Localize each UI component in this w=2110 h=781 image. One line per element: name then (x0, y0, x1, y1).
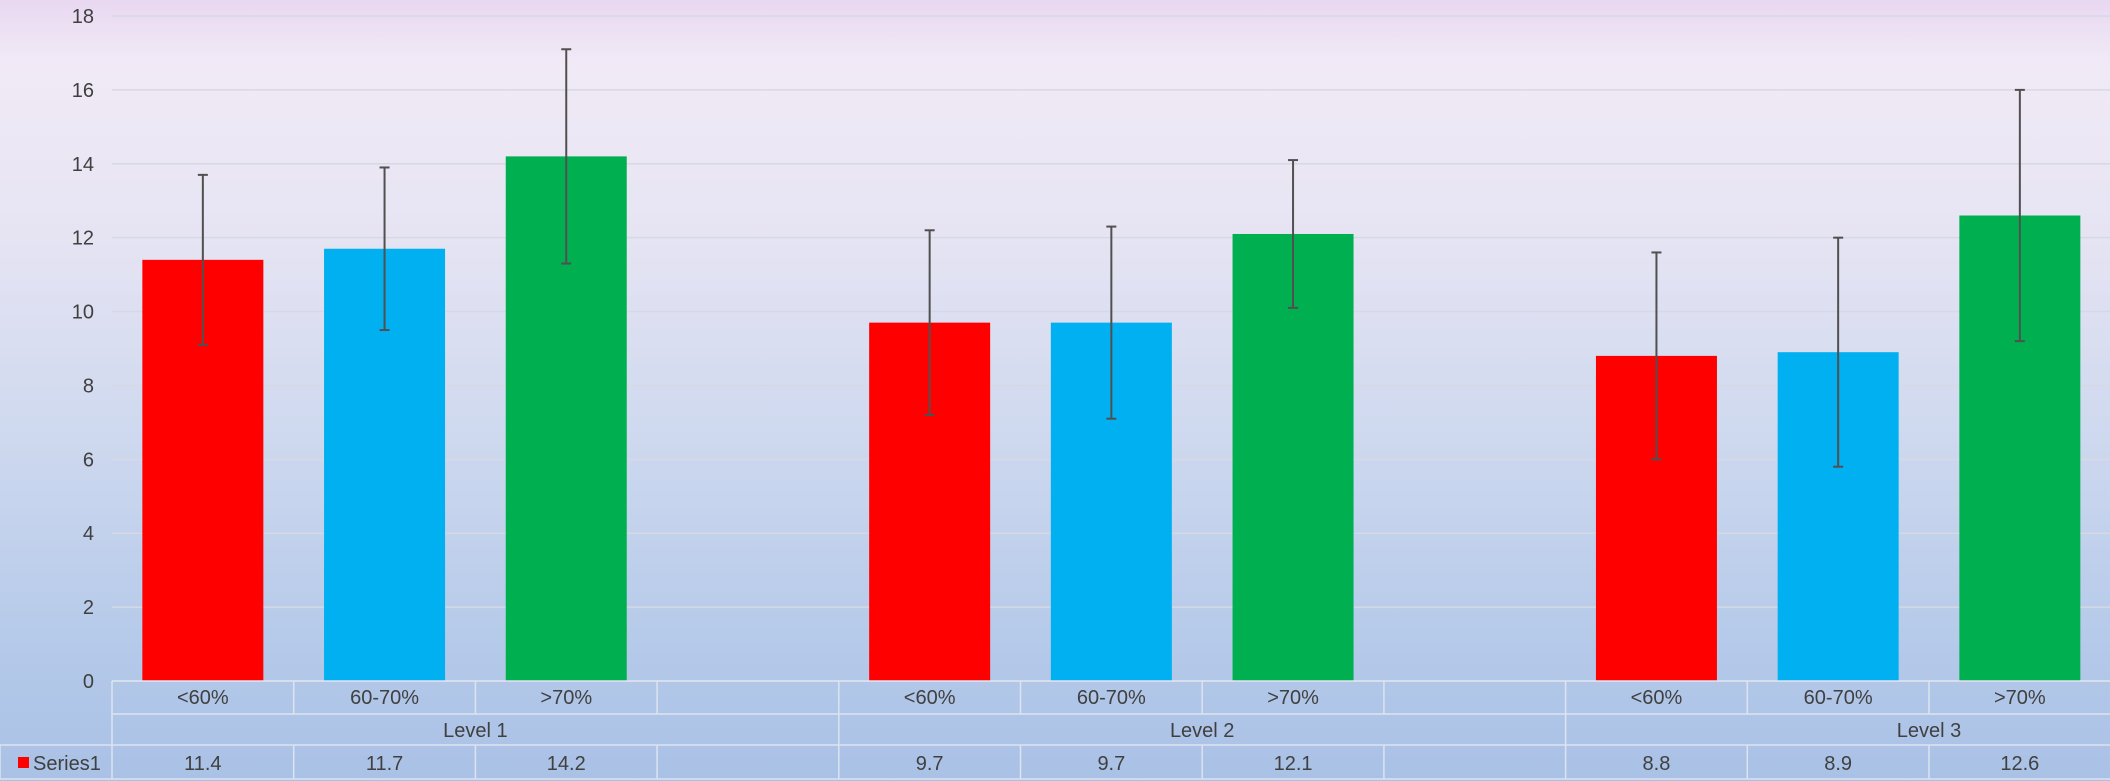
legend-swatch (18, 757, 29, 768)
group-label: Level 2 (1170, 720, 1235, 742)
y-tick-label: 8 (83, 375, 94, 397)
y-tick-label: 16 (72, 80, 94, 102)
data-label: 8.9 (1824, 753, 1852, 775)
data-label: 8.8 (1643, 753, 1671, 775)
data-label: 11.4 (184, 753, 221, 775)
y-tick-label: 2 (83, 597, 94, 619)
group-label: Level 1 (443, 720, 508, 742)
y-axis-tick-labels: 0 2 4 6 8 10 12 14 16 18 (72, 6, 94, 693)
data-label: 9.7 (916, 753, 944, 775)
y-tick-label: 14 (72, 154, 94, 176)
category-label: 60-70% (1077, 687, 1146, 709)
y-tick-label: 0 (83, 671, 94, 693)
category-label: <60% (177, 687, 229, 709)
legend-label: Series1 (33, 753, 101, 775)
category-label: >70% (1267, 687, 1319, 709)
y-tick-label: 4 (83, 523, 94, 545)
category-label: >70% (1994, 687, 2046, 709)
category-label: >70% (540, 687, 592, 709)
y-tick-label: 10 (72, 302, 94, 324)
category-label: <60% (1631, 687, 1683, 709)
data-label: 14.2 (547, 753, 586, 775)
data-label: 12.6 (2000, 753, 2039, 775)
group-label: Level 3 (1897, 720, 1962, 742)
y-tick-label: 18 (72, 6, 94, 28)
data-table: Series1 <60% 11.4 60-70% 11.7 >70% 14.2 Level 1… (0, 680, 2110, 780)
data-label: 11.7 (366, 753, 403, 775)
error-bars (197, 48, 2025, 468)
data-label: 12.1 (1274, 753, 1313, 775)
y-tick-label: 6 (83, 449, 94, 471)
category-label: <60% (904, 687, 956, 709)
y-tick-label: 12 (72, 228, 94, 250)
data-label: 9.7 (1097, 753, 1125, 775)
category-label: 60-70% (1804, 687, 1873, 709)
category-label: 60-70% (350, 687, 419, 709)
